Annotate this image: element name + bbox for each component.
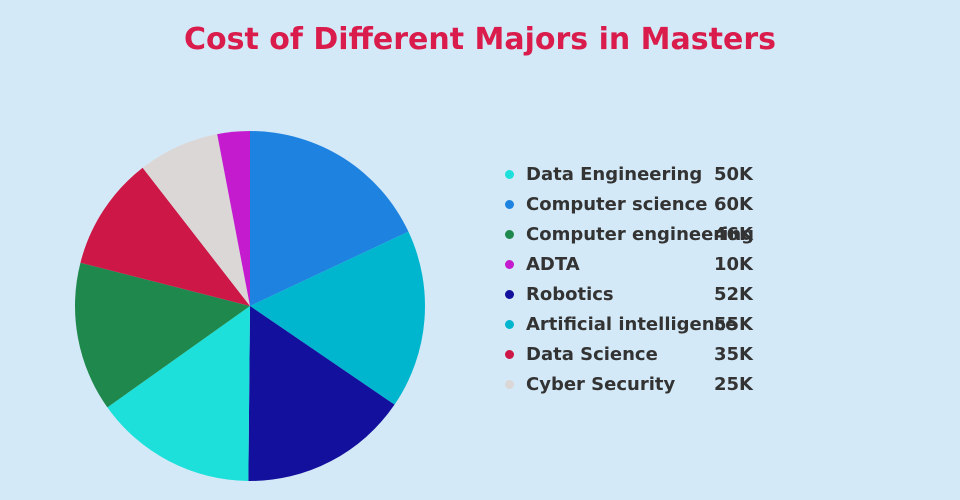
- legend-item-data-science: Data Science 35K: [505, 340, 765, 370]
- legend-label: Computer engineering: [526, 224, 755, 245]
- legend-swatch: [505, 350, 514, 359]
- legend-item-cyber-security: Cyber Security 25K: [505, 370, 765, 400]
- legend-value: 60K: [714, 194, 753, 215]
- legend-swatch: [505, 380, 514, 389]
- legend-swatch: [505, 170, 514, 179]
- legend-item-data-engineering: Data Engineering 50K: [505, 160, 765, 190]
- pie-slice-data-engineering: [107, 306, 250, 481]
- chart-title: Cost of Different Majors in Masters: [184, 22, 776, 57]
- pie-slice-artificial-intelligence: [250, 231, 426, 405]
- pie-slice-cyber-security: [142, 134, 250, 306]
- legend-value: 55K: [714, 314, 753, 335]
- legend-label: Computer science: [526, 194, 708, 215]
- pie-slice-adta: [217, 131, 250, 306]
- legend-item-adta: ADTA 10K: [505, 250, 765, 280]
- legend-swatch: [505, 290, 514, 299]
- chart-legend: Data Engineering 50K Computer science 60K Co…: [505, 160, 765, 400]
- legend-item-computer-science: Computer science 60K: [505, 190, 765, 220]
- legend-swatch: [505, 230, 514, 239]
- legend-swatch: [505, 320, 514, 329]
- legend-label: ADTA: [526, 254, 580, 275]
- legend-label: Cyber Security: [526, 374, 676, 395]
- legend-value: 25K: [714, 374, 753, 395]
- pie-slice-computer-engineering: [74, 262, 250, 408]
- legend-item-computer-engineering: Computer engineering 46K: [505, 220, 765, 250]
- legend-value: 50K: [714, 164, 753, 185]
- legend-swatch: [505, 200, 514, 209]
- legend-value: 35K: [714, 344, 753, 365]
- legend-value: 10K: [714, 254, 753, 275]
- pie-slice-data-science: [80, 167, 250, 306]
- legend-value: 52K: [714, 284, 753, 305]
- legend-swatch: [505, 260, 514, 269]
- legend-label: Robotics: [526, 284, 614, 305]
- legend-item-robotics: Robotics 52K: [505, 280, 765, 310]
- legend-value: 46K: [714, 224, 753, 245]
- legend-item-artificial-intelligence: Artificial intelligence 55K: [505, 310, 765, 340]
- legend-label: Data Engineering: [526, 164, 703, 185]
- pie-slice-computer-science: [250, 131, 409, 306]
- legend-label: Data Science: [526, 344, 658, 365]
- pie-slice-robotics: [248, 306, 395, 481]
- legend-label: Artificial intelligence: [526, 314, 738, 335]
